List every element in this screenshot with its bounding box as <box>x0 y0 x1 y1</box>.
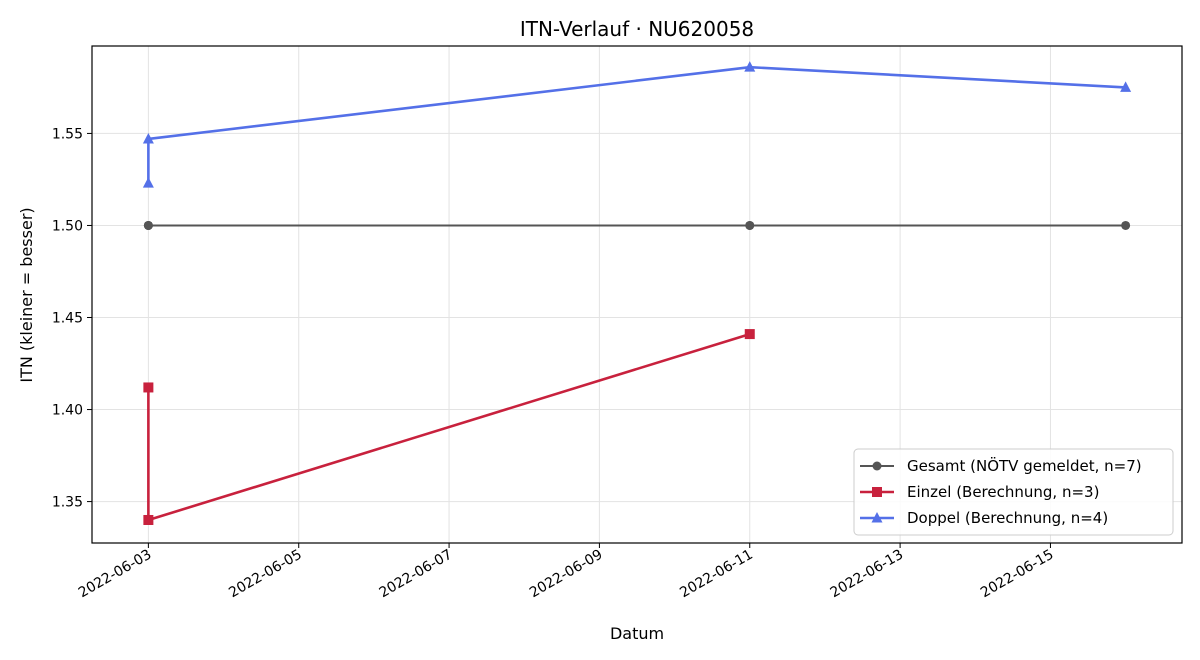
y-tick-label: 1.40 <box>52 403 83 419</box>
y-tick-label: 1.50 <box>52 218 83 234</box>
legend-label: Einzel (Berechnung, n=3) <box>907 483 1099 501</box>
y-tick-label: 1.55 <box>52 126 83 142</box>
legend-box <box>853 448 1174 536</box>
series-line <box>147 65 1127 185</box>
data-point <box>745 220 755 230</box>
data-point <box>143 382 154 393</box>
data-point <box>142 177 154 188</box>
legend-marker <box>872 487 882 497</box>
data-point <box>142 132 154 144</box>
y-tick-label: 1.35 <box>52 495 83 511</box>
data-point <box>143 514 154 525</box>
x-axis-title: Datum <box>610 624 664 643</box>
plot-frame <box>91 45 1183 544</box>
series-2 <box>142 61 1132 188</box>
chart-title: ITN-Verlauf · NU620058 <box>520 17 754 41</box>
data-point <box>744 61 756 72</box>
data-point <box>1121 220 1131 230</box>
legend-marker <box>872 461 882 471</box>
legend-item: Doppel (Berechnung, n=4) <box>860 509 1108 527</box>
legend-label: Gesamt (NÖTV gemeldet, n=7) <box>907 456 1142 475</box>
series-1 <box>143 329 755 525</box>
data-point <box>143 220 153 230</box>
y-tick-label: 1.45 <box>52 311 83 327</box>
series-layer <box>142 61 1132 525</box>
legend-marker <box>871 512 883 523</box>
legend-item: Gesamt (NÖTV gemeldet, n=7) <box>860 456 1142 475</box>
legend: Gesamt (NÖTV gemeldet, n=7) Einzel (Berec… <box>853 448 1174 536</box>
legend-label: Doppel (Berechnung, n=4) <box>907 509 1108 527</box>
y-axis-title: ITN (kleiner = besser) <box>17 207 36 382</box>
legend-item: Einzel (Berechnung, n=3) <box>860 483 1099 501</box>
series-0 <box>143 220 1131 230</box>
data-point <box>744 329 755 340</box>
y-axis: 1.35 1.40 1.45 1.50 1.55 <box>52 126 92 511</box>
data-point <box>1120 81 1132 92</box>
